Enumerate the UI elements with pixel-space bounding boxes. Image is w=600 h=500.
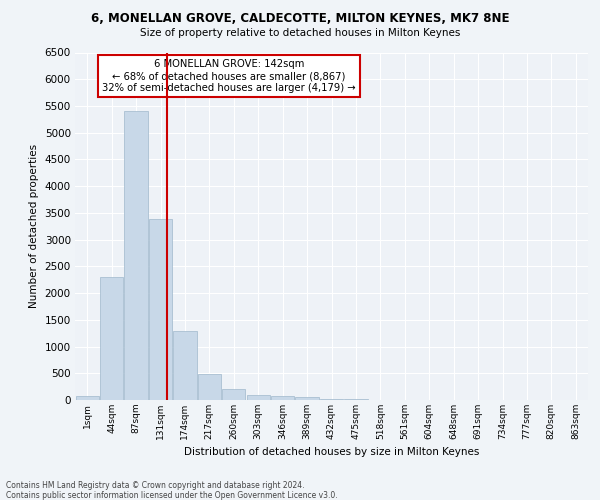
Bar: [149, 220, 172, 400]
Bar: [295, 398, 319, 400]
Bar: [76, 396, 99, 400]
Bar: [124, 112, 148, 400]
Bar: [100, 277, 123, 400]
Y-axis label: Number of detached properties: Number of detached properties: [29, 144, 39, 308]
X-axis label: Distribution of detached houses by size in Milton Keynes: Distribution of detached houses by size …: [184, 448, 479, 458]
Text: Size of property relative to detached houses in Milton Keynes: Size of property relative to detached ho…: [140, 28, 460, 38]
Bar: [198, 374, 221, 400]
Text: 6, MONELLAN GROVE, CALDECOTTE, MILTON KEYNES, MK7 8NE: 6, MONELLAN GROVE, CALDECOTTE, MILTON KE…: [91, 12, 509, 26]
Text: Contains HM Land Registry data © Crown copyright and database right 2024.: Contains HM Land Registry data © Crown c…: [6, 480, 305, 490]
Bar: [247, 394, 270, 400]
Bar: [271, 396, 294, 400]
Bar: [222, 390, 245, 400]
Bar: [320, 399, 343, 400]
Text: Contains public sector information licensed under the Open Government Licence v3: Contains public sector information licen…: [6, 490, 338, 500]
Text: 6 MONELLAN GROVE: 142sqm
← 68% of detached houses are smaller (8,867)
32% of sem: 6 MONELLAN GROVE: 142sqm ← 68% of detach…: [102, 60, 356, 92]
Bar: [173, 330, 197, 400]
